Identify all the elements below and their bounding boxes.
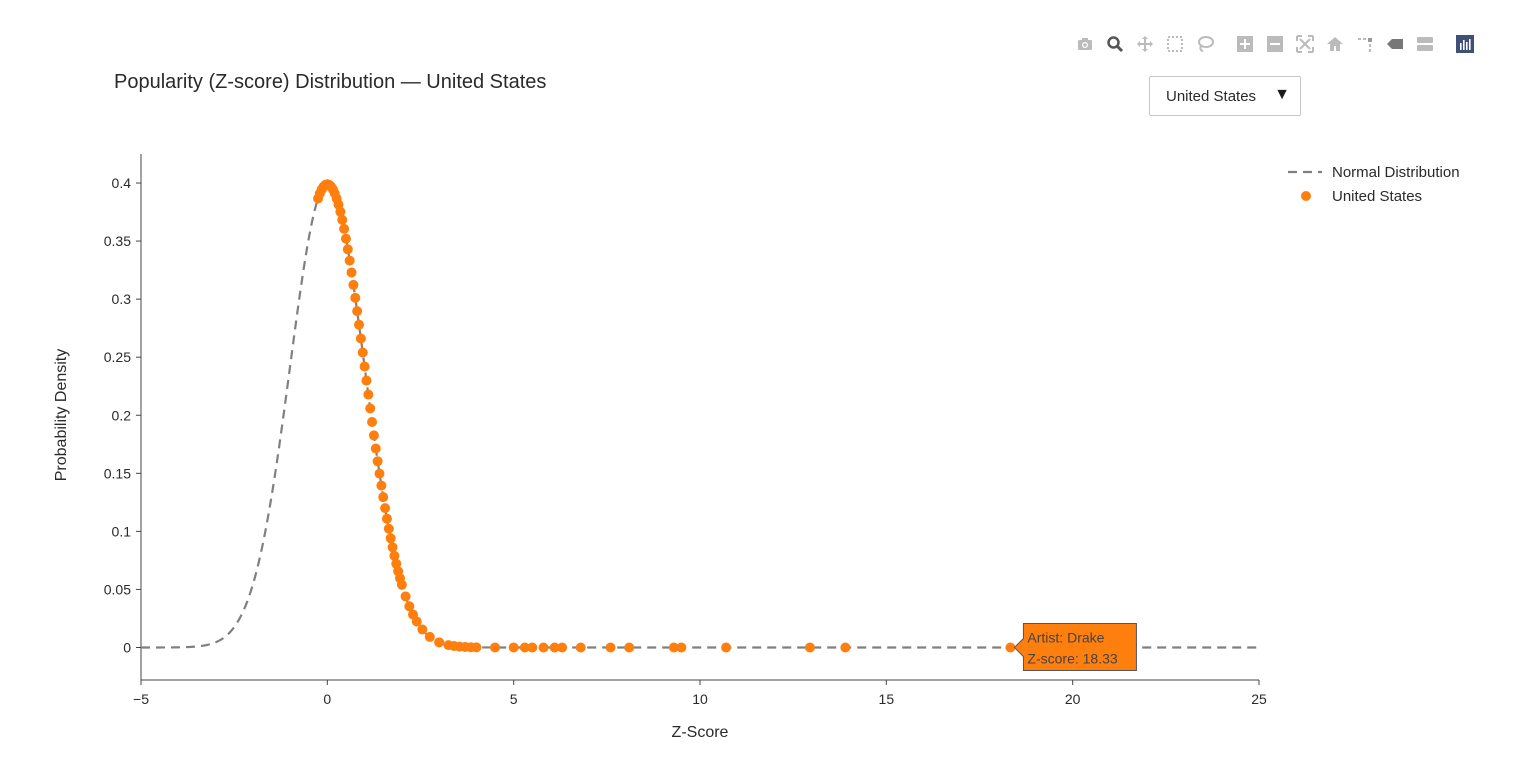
y-tick-label: 0 bbox=[123, 639, 131, 655]
data-point[interactable] bbox=[381, 513, 392, 524]
data-point[interactable] bbox=[374, 468, 385, 479]
camera-icon[interactable] bbox=[1070, 33, 1100, 55]
data-point[interactable] bbox=[804, 642, 815, 653]
data-point[interactable] bbox=[352, 306, 363, 317]
data-point[interactable] bbox=[339, 223, 350, 234]
data-point[interactable] bbox=[490, 642, 501, 653]
y-tick-label: 0.35 bbox=[104, 233, 131, 249]
y-tick-label: 0.3 bbox=[112, 291, 132, 307]
data-point[interactable] bbox=[361, 375, 372, 386]
data-point[interactable] bbox=[411, 616, 422, 627]
tooltip-artist-label: Artist: Drake bbox=[1027, 629, 1104, 645]
data-point[interactable] bbox=[557, 642, 568, 653]
data-point[interactable] bbox=[355, 333, 366, 344]
zoom-in-icon[interactable] bbox=[1230, 33, 1260, 55]
data-point[interactable] bbox=[508, 642, 519, 653]
data-point[interactable] bbox=[344, 255, 355, 266]
data-point[interactable] bbox=[1005, 642, 1016, 653]
x-tick-label: 15 bbox=[879, 691, 895, 707]
country-dropdown-label: United States bbox=[1166, 87, 1257, 105]
data-point[interactable] bbox=[424, 631, 435, 642]
data-point[interactable] bbox=[383, 523, 394, 534]
legend-item-united-states[interactable]: United States bbox=[1332, 188, 1422, 205]
data-point[interactable] bbox=[376, 480, 387, 491]
y-axis-title: Probability Density bbox=[53, 349, 70, 482]
data-point[interactable] bbox=[365, 403, 376, 414]
data-point[interactable] bbox=[400, 591, 411, 602]
y-tick-label: 0.15 bbox=[104, 465, 131, 481]
hover-closest-icon[interactable] bbox=[1380, 33, 1410, 55]
x-tick-label: 5 bbox=[510, 691, 518, 707]
data-point[interactable] bbox=[434, 637, 445, 648]
data-point[interactable] bbox=[340, 233, 351, 244]
y-tick-label: 0.05 bbox=[104, 581, 131, 597]
zoom-icon[interactable] bbox=[1100, 33, 1130, 55]
data-point[interactable] bbox=[363, 389, 374, 400]
legend-marker-swatch bbox=[1301, 191, 1311, 201]
data-point[interactable] bbox=[624, 642, 635, 653]
modebar bbox=[1070, 33, 1480, 55]
chevron-down-icon: ▼ bbox=[1274, 86, 1290, 103]
x-axis-title: Z-Score bbox=[672, 724, 729, 741]
data-point[interactable] bbox=[385, 533, 396, 544]
data-point[interactable] bbox=[372, 456, 383, 467]
x-tick-label: 0 bbox=[323, 691, 331, 707]
tooltip-zscore-label: Z-score: 18.33 bbox=[1027, 650, 1117, 666]
data-point[interactable] bbox=[391, 558, 402, 569]
x-tick-label: −5 bbox=[133, 691, 149, 707]
autoscale-icon[interactable] bbox=[1290, 33, 1320, 55]
data-point[interactable] bbox=[357, 347, 368, 358]
data-point[interactable] bbox=[337, 214, 348, 225]
data-point[interactable] bbox=[348, 279, 359, 290]
data-point[interactable] bbox=[370, 443, 381, 454]
data-point[interactable] bbox=[549, 642, 560, 653]
data-point[interactable] bbox=[840, 642, 851, 653]
box-select-icon[interactable] bbox=[1160, 33, 1190, 55]
y-tick-label: 0.2 bbox=[112, 407, 132, 423]
data-point[interactable] bbox=[519, 642, 530, 653]
data-point[interactable] bbox=[575, 642, 586, 653]
data-point[interactable] bbox=[346, 267, 357, 278]
data-point[interactable] bbox=[676, 642, 687, 653]
lasso-icon[interactable] bbox=[1190, 33, 1220, 55]
x-tick-label: 20 bbox=[1065, 691, 1081, 707]
data-point[interactable] bbox=[367, 417, 378, 428]
data-point[interactable] bbox=[527, 642, 538, 653]
data-point[interactable] bbox=[380, 503, 391, 514]
data-point[interactable] bbox=[350, 292, 361, 303]
data-point[interactable] bbox=[378, 492, 389, 503]
data-point[interactable] bbox=[417, 624, 428, 635]
y-tick-label: 0.1 bbox=[112, 523, 132, 539]
x-tick-label: 10 bbox=[692, 691, 708, 707]
data-point[interactable] bbox=[342, 244, 353, 255]
zoom-out-icon[interactable] bbox=[1260, 33, 1290, 55]
plotly-logo-icon[interactable] bbox=[1450, 33, 1480, 55]
country-dropdown[interactable]: United States ▼ bbox=[1149, 76, 1301, 116]
data-point[interactable] bbox=[359, 361, 370, 372]
data-point[interactable] bbox=[387, 542, 398, 553]
data-point[interactable] bbox=[668, 642, 679, 653]
pan-icon[interactable] bbox=[1130, 33, 1160, 55]
data-point[interactable] bbox=[538, 642, 549, 653]
chart-title: Popularity (Z-score) Distribution — Unit… bbox=[114, 71, 547, 93]
data-point[interactable] bbox=[354, 319, 365, 330]
data-point[interactable] bbox=[396, 579, 407, 590]
spike-lines-icon[interactable] bbox=[1350, 33, 1380, 55]
y-tick-label: 0.4 bbox=[112, 175, 132, 191]
hover-compare-icon[interactable] bbox=[1410, 33, 1440, 55]
data-point[interactable] bbox=[471, 642, 482, 653]
data-point[interactable] bbox=[335, 206, 346, 217]
data-point[interactable] bbox=[389, 550, 400, 561]
hover-tooltip bbox=[1013, 622, 1137, 671]
x-tick-label: 25 bbox=[1251, 691, 1267, 707]
normal-distribution-line bbox=[141, 183, 1259, 649]
reset-axes-icon[interactable] bbox=[1320, 33, 1350, 55]
y-tick-label: 0.25 bbox=[104, 349, 131, 365]
data-point[interactable] bbox=[605, 642, 616, 653]
legend-item-normal-distribution[interactable]: Normal Distribution bbox=[1332, 164, 1460, 181]
data-point[interactable] bbox=[368, 430, 379, 441]
data-point[interactable] bbox=[404, 601, 415, 612]
data-point[interactable] bbox=[721, 642, 732, 653]
